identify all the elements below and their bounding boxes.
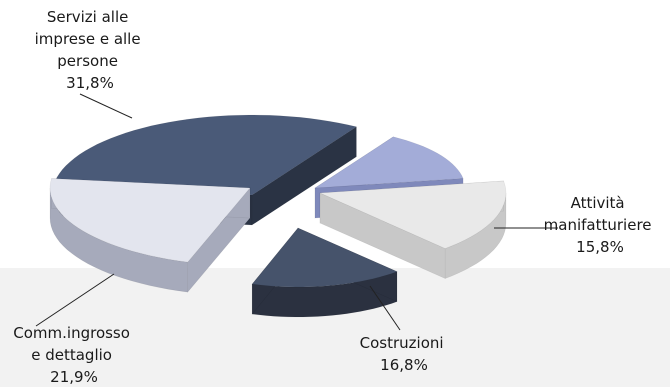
pie-slices [49,114,507,318]
leader-commercio [35,273,115,327]
label-manifatturiere-line-2: manifatturiere [544,216,652,234]
label-servizi-line-1: Servizi alle [47,8,129,26]
label-manifatturiere-value: 15,8% [576,238,624,256]
leader-servizi [79,93,133,119]
slice-costruzioni-top [251,227,398,288]
label-commercio-line-1: Comm.ingrosso [13,324,130,342]
slice-commercio-side [49,187,188,293]
slice-altro-top [313,136,464,189]
leader-lines [35,93,558,331]
label-servizi-line-3: persone [57,52,118,70]
label-costruzioni-value: 16,8% [380,356,428,374]
slice-servizi-top [53,114,358,196]
label-manifatturiere-line-1: Attività [571,194,625,212]
label-servizi-line-2: imprese e alle [35,30,141,48]
label-costruzioni: Costruzioni 16,8% [360,334,449,374]
slice-manifatturiere-top [319,180,507,249]
label-commercio-value: 21,9% [50,368,98,386]
slice-commercio-top [49,178,251,263]
label-commercio-line-2: e dettaglio [31,346,112,364]
label-servizi: Servizi alle imprese e alle persone 31,8… [35,8,146,92]
label-costruzioni-line-1: Costruzioni [360,334,444,352]
slice-servizi-wall [251,126,357,226]
leader-costruzioni [369,285,401,331]
label-servizi-value: 31,8% [66,74,114,92]
label-manifatturiere: Attività manifatturiere 15,8% [544,194,657,256]
label-commercio: Comm.ingrosso e dettaglio 21,9% [13,324,134,386]
